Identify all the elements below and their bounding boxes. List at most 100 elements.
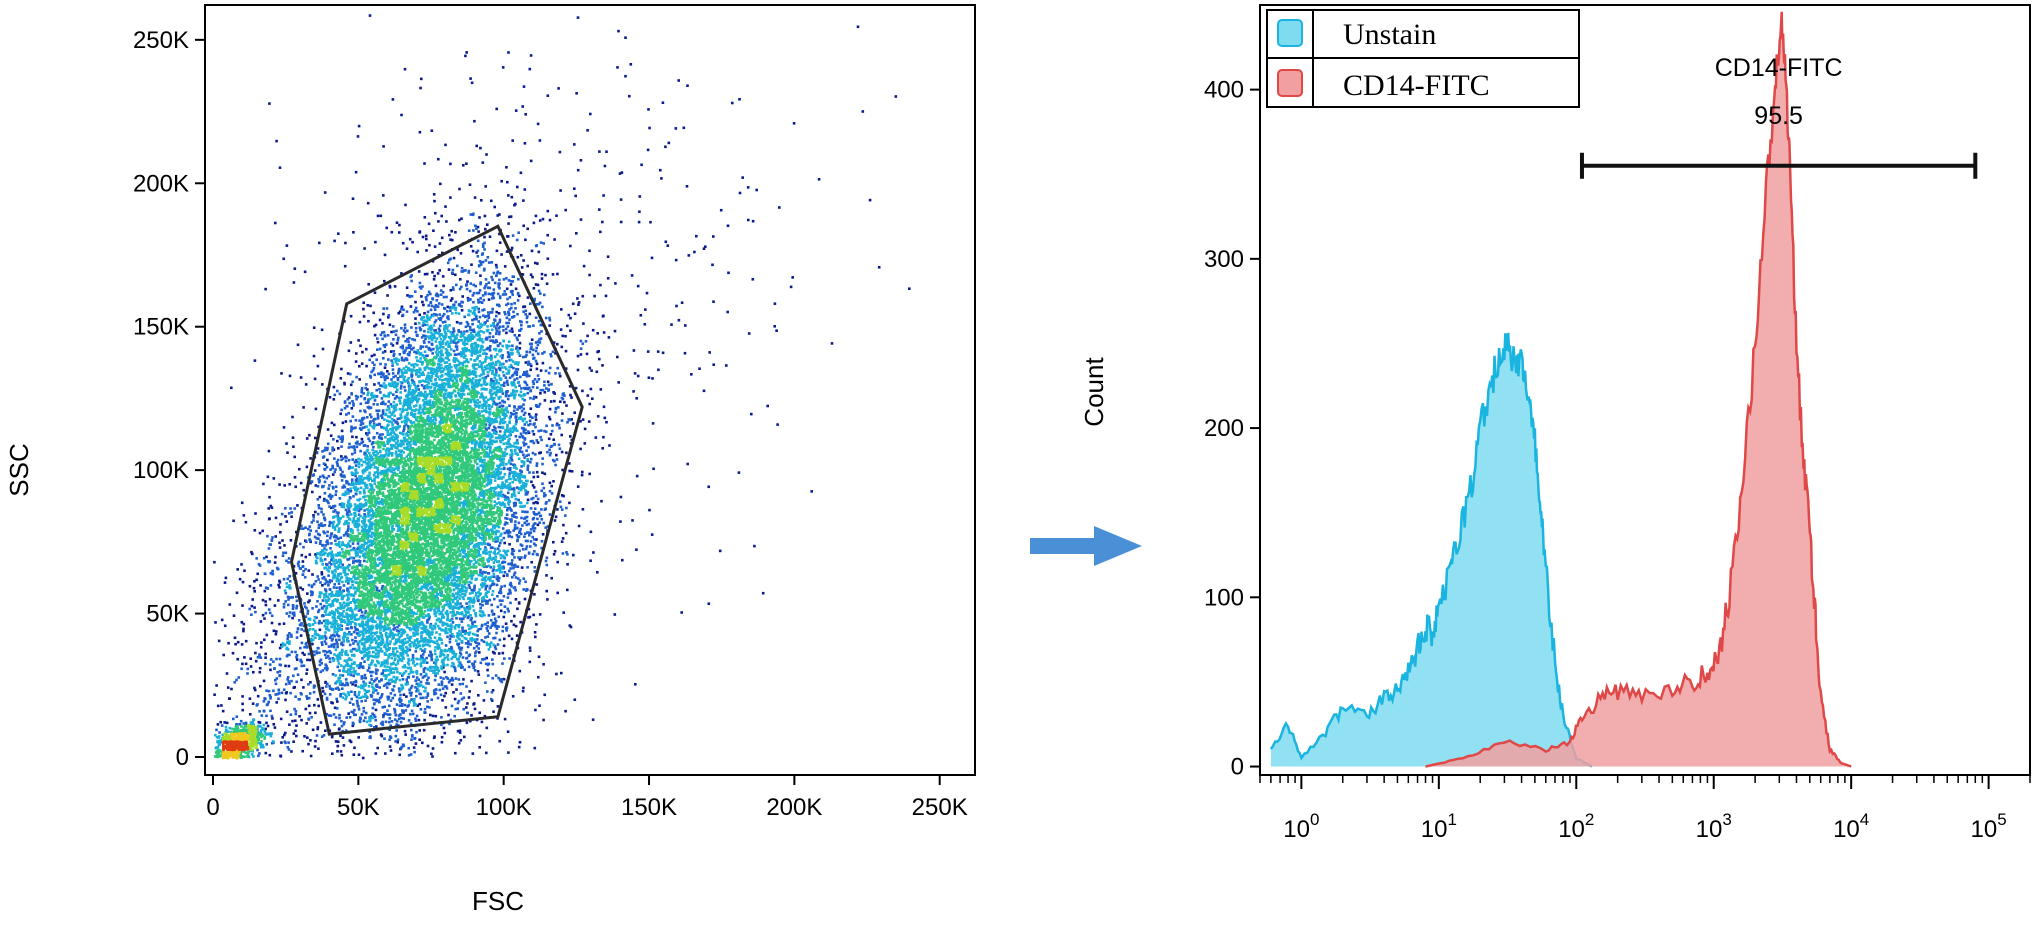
scatter-point bbox=[524, 539, 528, 543]
scatter-point bbox=[418, 326, 422, 329]
scatter-point bbox=[503, 657, 506, 660]
scatter-point bbox=[457, 312, 461, 315]
scatter-point bbox=[501, 370, 505, 374]
scatter-point bbox=[293, 267, 297, 270]
scatter-point bbox=[408, 336, 411, 340]
scatter-point bbox=[479, 263, 483, 266]
scatter-point bbox=[589, 530, 593, 534]
scatter-point bbox=[586, 129, 589, 132]
scatter-point bbox=[450, 683, 454, 686]
scatter-point bbox=[698, 367, 701, 370]
scatter-point bbox=[495, 314, 498, 318]
scatter-point bbox=[373, 715, 377, 719]
scatter-point bbox=[640, 163, 643, 167]
scatter-point bbox=[478, 365, 481, 369]
scatter-point bbox=[379, 362, 382, 366]
scatter-point bbox=[388, 420, 391, 423]
scatter-point bbox=[370, 442, 374, 446]
scatter-point bbox=[646, 350, 650, 353]
scatter-point bbox=[561, 508, 564, 511]
scatter-point bbox=[361, 657, 364, 660]
scatter-point bbox=[575, 92, 578, 95]
scatter-point bbox=[514, 287, 518, 291]
scatter-point bbox=[526, 464, 530, 468]
scatter-point bbox=[344, 653, 347, 656]
scatter-point bbox=[236, 657, 239, 661]
scatter-point bbox=[527, 374, 531, 378]
scatter-point bbox=[400, 272, 403, 275]
scatter-point bbox=[433, 690, 436, 694]
scatter-point bbox=[333, 509, 337, 512]
scatter-point bbox=[330, 532, 333, 536]
scatter-point bbox=[353, 654, 356, 658]
scatter-point bbox=[381, 351, 385, 354]
scatter-point bbox=[511, 275, 515, 278]
scatter-point bbox=[337, 543, 341, 546]
scatter-point bbox=[459, 617, 463, 620]
scatter-point bbox=[309, 481, 312, 485]
scatter-point bbox=[269, 697, 272, 700]
scatter-point bbox=[490, 310, 494, 314]
scatter-point bbox=[438, 646, 441, 650]
scatter-point bbox=[352, 630, 356, 634]
scatter-point bbox=[461, 656, 465, 659]
scatter-point bbox=[409, 694, 413, 697]
scatter-point bbox=[515, 526, 519, 530]
scatter-point bbox=[381, 331, 384, 334]
scatter-point bbox=[274, 693, 277, 696]
scatter-point bbox=[619, 520, 622, 523]
scatter-point bbox=[371, 706, 375, 710]
scatter-point bbox=[347, 557, 351, 561]
scatter-point bbox=[464, 325, 468, 329]
scatter-point bbox=[517, 491, 521, 494]
scatter-point bbox=[520, 470, 523, 473]
scatter-point bbox=[718, 549, 722, 553]
scatter-point bbox=[506, 730, 510, 733]
scatter-point bbox=[531, 496, 535, 500]
scatter-point bbox=[386, 415, 390, 418]
scatter-point bbox=[529, 528, 533, 531]
scatter-point bbox=[414, 290, 417, 293]
scatter-point bbox=[619, 220, 623, 224]
scatter-point bbox=[493, 431, 496, 434]
scatter-point bbox=[379, 733, 383, 736]
scatter-point bbox=[524, 113, 527, 116]
scatter-point bbox=[466, 631, 469, 635]
scatter-point bbox=[382, 145, 385, 148]
scatter-point bbox=[378, 318, 382, 322]
scatter-point bbox=[554, 410, 557, 414]
scatter-point bbox=[508, 657, 511, 660]
scatter-point bbox=[363, 468, 366, 472]
scatter-point bbox=[275, 657, 278, 661]
scatter-point bbox=[385, 639, 389, 642]
scatter-point bbox=[304, 555, 308, 559]
scatter-point bbox=[373, 353, 376, 357]
scatter-point bbox=[458, 352, 461, 356]
scatter-point bbox=[576, 368, 580, 372]
scatter-point bbox=[417, 351, 420, 354]
scatter-point bbox=[635, 397, 638, 400]
scatter-point bbox=[285, 442, 288, 445]
scatter-point bbox=[484, 291, 487, 294]
scatter-point bbox=[384, 402, 387, 406]
scatter-point bbox=[534, 425, 537, 429]
scatter-point bbox=[514, 501, 517, 505]
scatter-point bbox=[516, 565, 520, 568]
scatter-point bbox=[450, 645, 453, 649]
scatter-point bbox=[341, 643, 345, 647]
scatter-point bbox=[508, 358, 511, 362]
scatter-point bbox=[564, 349, 568, 353]
scatter-point bbox=[254, 512, 257, 515]
scatter-point bbox=[495, 340, 499, 343]
scatter-point bbox=[532, 529, 536, 533]
scatter-point bbox=[541, 388, 545, 392]
scatter-point bbox=[440, 740, 444, 744]
scatter-point bbox=[287, 557, 291, 560]
scatter-point bbox=[474, 633, 477, 637]
scatter-point bbox=[503, 605, 507, 608]
scatter-point bbox=[357, 753, 361, 756]
scatter-point bbox=[341, 515, 345, 518]
scatter-point bbox=[401, 407, 405, 411]
scatter-point bbox=[265, 555, 268, 559]
scatter-point bbox=[420, 336, 424, 339]
